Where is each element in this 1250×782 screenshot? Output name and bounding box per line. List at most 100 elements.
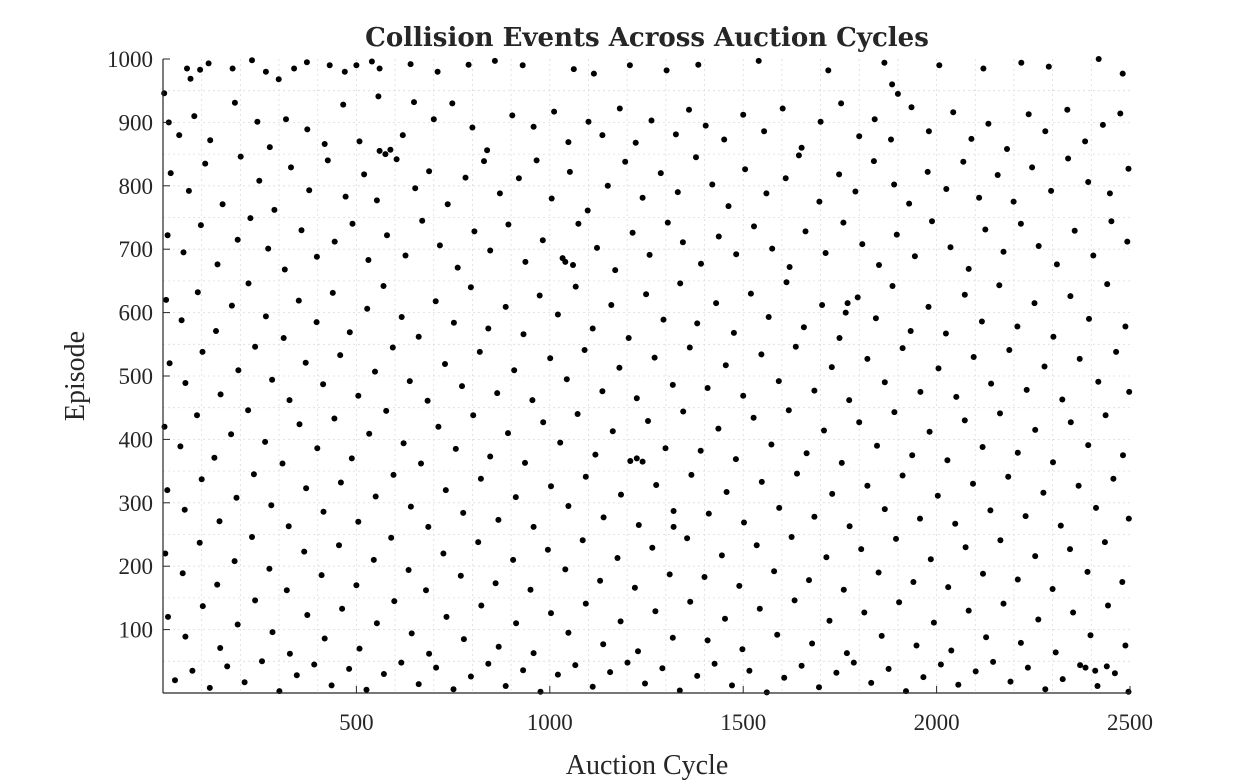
- scatter-point: [856, 419, 863, 426]
- scatter-point: [1124, 238, 1131, 245]
- scatter-point: [492, 580, 499, 587]
- scatter-point: [179, 570, 186, 577]
- scatter-point: [1018, 59, 1025, 66]
- scatter-point: [407, 61, 414, 68]
- scatter-point: [301, 548, 308, 555]
- scatter-point: [544, 546, 551, 553]
- scatter-point: [961, 417, 968, 424]
- scatter-point: [753, 542, 760, 549]
- scatter-point: [454, 264, 461, 271]
- scatter-point: [304, 126, 311, 133]
- scatter-point: [1007, 678, 1014, 685]
- scatter-point: [520, 331, 527, 338]
- scatter-point: [842, 309, 849, 316]
- scatter-point: [684, 535, 691, 542]
- scatter-point: [715, 233, 722, 240]
- scatter-point: [527, 586, 534, 593]
- scatter-point: [197, 222, 204, 229]
- scatter-point: [1024, 664, 1031, 671]
- scatter-point: [579, 537, 586, 544]
- scatter-point: [930, 619, 937, 626]
- scatter-point: [913, 642, 920, 649]
- scatter-point: [844, 300, 851, 307]
- scatter-point: [167, 170, 174, 177]
- scatter-point: [511, 367, 518, 374]
- scatter-point: [709, 181, 716, 188]
- scatter-point: [205, 60, 212, 67]
- scatter-point: [741, 519, 747, 526]
- scatter-point: [512, 494, 519, 501]
- scatter-point: [817, 118, 824, 125]
- scatter-point: [368, 58, 375, 65]
- scatter-point: [980, 65, 987, 72]
- scatter-point: [994, 172, 1001, 178]
- scatter-point: [1120, 452, 1126, 459]
- scatter-point: [679, 239, 686, 246]
- scatter-point: [625, 335, 632, 341]
- scatter-point: [182, 633, 189, 640]
- scatter-point: [582, 600, 589, 607]
- scatter-point: [725, 203, 732, 210]
- scatter-point: [1014, 449, 1021, 456]
- scatter-point: [718, 552, 725, 559]
- scatter-point: [314, 445, 321, 452]
- scatter-point: [214, 581, 221, 588]
- scatter-point: [547, 355, 554, 362]
- scatter-point: [669, 381, 676, 388]
- scatter-point: [262, 438, 269, 445]
- scatter-point: [980, 570, 986, 577]
- scatter-point: [187, 75, 194, 82]
- scatter-point: [826, 617, 833, 624]
- scatter-point: [565, 629, 572, 636]
- scatter-point: [1095, 56, 1102, 62]
- scatter-point: [670, 508, 677, 514]
- scatter-point: [781, 674, 788, 681]
- scatter-point: [1014, 323, 1021, 330]
- scatter-point: [380, 671, 387, 677]
- scatter-point: [213, 328, 219, 334]
- scatter-point: [211, 454, 218, 461]
- scatter-point: [346, 329, 353, 336]
- scatter-point: [415, 681, 422, 688]
- scatter-point: [626, 62, 633, 69]
- scatter-point: [604, 182, 611, 189]
- scatter-point: [303, 59, 310, 66]
- scatter-point: [965, 607, 972, 614]
- scatter-point: [540, 419, 547, 426]
- scatter-point: [450, 686, 457, 693]
- scatter-point: [256, 177, 263, 184]
- scatter-point: [953, 393, 960, 400]
- scatter-point: [353, 62, 360, 69]
- scatter-point: [365, 257, 372, 263]
- scatter-point: [581, 347, 588, 353]
- scatter-point: [987, 507, 994, 514]
- scatter-point: [554, 311, 561, 318]
- scatter-point: [286, 650, 293, 657]
- scatter-point: [948, 647, 955, 654]
- scatter-point: [976, 194, 983, 201]
- scatter-point: [487, 247, 494, 254]
- scatter-point: [942, 330, 949, 337]
- scatter-point: [828, 364, 835, 371]
- scatter-point: [259, 658, 265, 665]
- scatter-point: [899, 472, 906, 479]
- scatter-point: [1023, 386, 1030, 393]
- scatter-point: [798, 662, 805, 669]
- scatter-point: [551, 108, 558, 115]
- scatter-point: [164, 487, 171, 494]
- scatter-point: [1031, 300, 1038, 307]
- scatter-point: [1049, 586, 1056, 592]
- scatter-point: [262, 313, 269, 320]
- scatter-point: [283, 116, 289, 123]
- scatter-point: [881, 506, 888, 513]
- scatter-point: [235, 367, 242, 374]
- scatter-point: [442, 487, 449, 494]
- scatter-point: [304, 612, 311, 618]
- scatter-point: [874, 442, 880, 449]
- scatter-point: [321, 141, 328, 147]
- scatter-point: [513, 620, 520, 627]
- scatter-point: [262, 68, 269, 75]
- scatter-point: [694, 672, 701, 679]
- scatter-point: [811, 387, 818, 394]
- scatter-point: [241, 679, 248, 686]
